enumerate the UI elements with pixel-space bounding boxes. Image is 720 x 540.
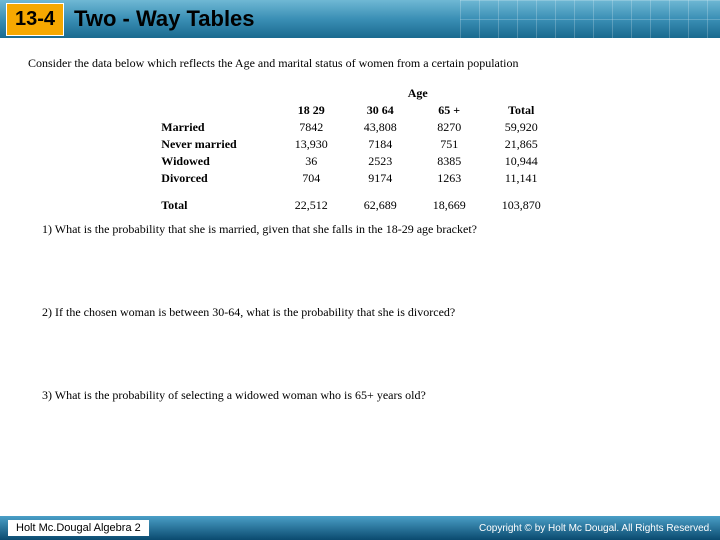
cell: 13,930 <box>277 136 346 153</box>
lesson-title: Two - Way Tables <box>74 6 255 32</box>
row-label: Divorced <box>161 170 276 187</box>
cell: 11,141 <box>484 170 559 187</box>
cell: 8270 <box>415 119 484 136</box>
slide-header: 13-4 Two - Way Tables <box>0 0 720 38</box>
table-row: Widowed 36 2523 8385 10,944 <box>161 153 558 170</box>
cell: 18,669 <box>415 197 484 214</box>
cell: 2523 <box>346 153 415 170</box>
header-grid-decor <box>460 0 720 38</box>
col-header: 18 29 <box>277 102 346 119</box>
table-row: Never married 13,930 7184 751 21,865 <box>161 136 558 153</box>
table-header-row: 18 29 30 64 65 + Total <box>161 102 558 119</box>
cell: 43,808 <box>346 119 415 136</box>
question-item: 1) What is the probability that she is m… <box>42 222 692 237</box>
footer-copyright: Copyright © by Holt Mc Dougal. All Right… <box>479 523 712 534</box>
row-label: Never married <box>161 136 276 153</box>
cell: 751 <box>415 136 484 153</box>
table-total-row: Total 22,512 62,689 18,669 103,870 <box>161 197 558 214</box>
footer-book-title: Holt Mc.Dougal Algebra 2 <box>8 520 149 536</box>
cell: 10,944 <box>484 153 559 170</box>
table-super-header: Age <box>277 85 559 102</box>
cell: 704 <box>277 170 346 187</box>
cell: 8385 <box>415 153 484 170</box>
table-row: Divorced 704 9174 1263 11,141 <box>161 170 558 187</box>
col-header: Total <box>484 102 559 119</box>
col-header: 30 64 <box>346 102 415 119</box>
slide-content: Consider the data below which reflects t… <box>0 38 720 403</box>
row-label: Married <box>161 119 276 136</box>
cell: 9174 <box>346 170 415 187</box>
cell: 7842 <box>277 119 346 136</box>
cell: 21,865 <box>484 136 559 153</box>
cell: 62,689 <box>346 197 415 214</box>
prompt-text: Consider the data below which reflects t… <box>28 56 692 71</box>
cell: 1263 <box>415 170 484 187</box>
col-header: 65 + <box>415 102 484 119</box>
question-list: 1) What is the probability that she is m… <box>28 222 692 403</box>
cell: 7184 <box>346 136 415 153</box>
question-item: 3) What is the probability of selecting … <box>42 388 692 403</box>
two-way-table: Age 18 29 30 64 65 + Total Married 7842 … <box>161 85 558 214</box>
question-item: 2) If the chosen woman is between 30-64,… <box>42 305 692 320</box>
cell: 36 <box>277 153 346 170</box>
cell: 59,920 <box>484 119 559 136</box>
cell: 103,870 <box>484 197 559 214</box>
row-label: Total <box>161 197 276 214</box>
lesson-number-badge: 13-4 <box>6 3 64 36</box>
cell: 22,512 <box>277 197 346 214</box>
table-row: Married 7842 43,808 8270 59,920 <box>161 119 558 136</box>
row-label: Widowed <box>161 153 276 170</box>
slide-footer: Holt Mc.Dougal Algebra 2 Copyright © by … <box>0 516 720 540</box>
